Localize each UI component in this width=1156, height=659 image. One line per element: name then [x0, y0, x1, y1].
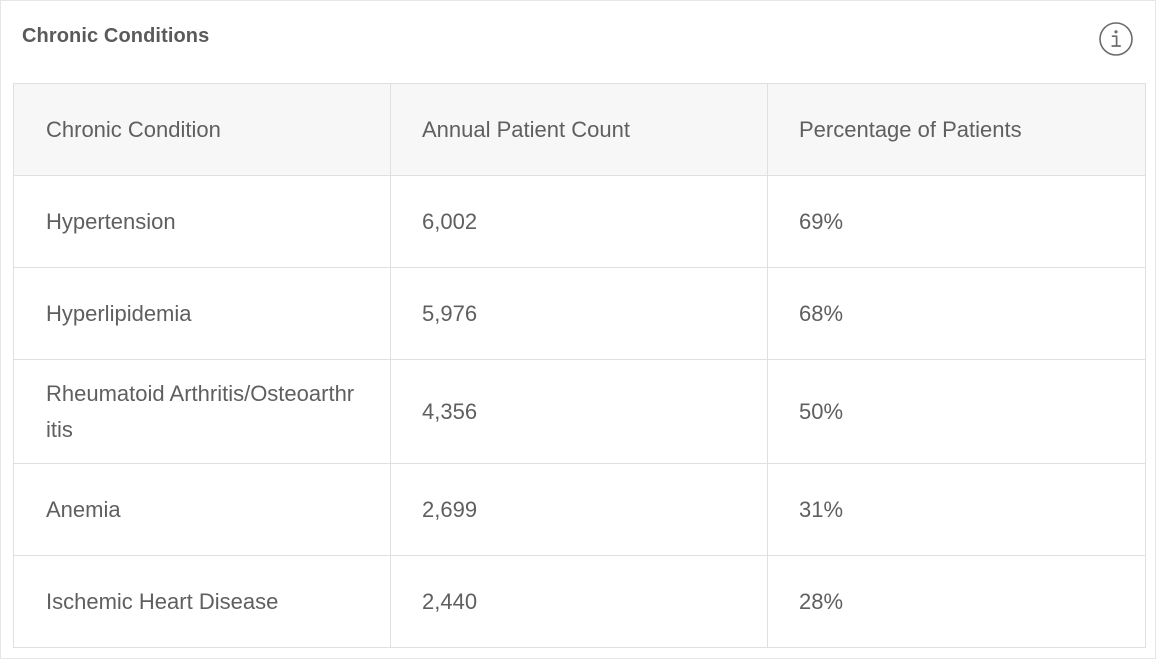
chronic-conditions-table: Chronic Condition Annual Patient Count P…: [13, 83, 1146, 648]
condition-cell: Hypertension: [13, 175, 391, 268]
percentage-cell: 28%: [767, 555, 1146, 648]
table-row: Hyperlipidemia 5,976 68%: [13, 267, 1146, 360]
column-header-annual-patient-count[interactable]: Annual Patient Count: [390, 83, 768, 176]
table-row: Anemia 2,699 31%: [13, 463, 1146, 556]
patient-count-cell: 2,699: [390, 463, 768, 556]
patient-count-cell: 5,976: [390, 267, 768, 360]
info-circle-icon[interactable]: [1099, 22, 1133, 56]
column-header-chronic-condition[interactable]: Chronic Condition: [13, 83, 391, 176]
table-row: Rheumatoid Arthritis/Osteoarthritis 4,35…: [13, 359, 1146, 464]
card-title: Chronic Conditions: [22, 25, 210, 47]
condition-cell: Ischemic Heart Disease: [13, 555, 391, 648]
column-header-percentage-of-patients[interactable]: Percentage of Patients: [767, 83, 1146, 176]
condition-cell: Hyperlipidemia: [13, 267, 391, 360]
table-row: Hypertension 6,002 69%: [13, 175, 1146, 268]
percentage-cell: 68%: [767, 267, 1146, 360]
percentage-cell: 69%: [767, 175, 1146, 268]
patient-count-cell: 2,440: [390, 555, 768, 648]
percentage-cell: 50%: [767, 359, 1146, 464]
condition-cell: Rheumatoid Arthritis/Osteoarthritis: [13, 359, 391, 464]
condition-cell: Anemia: [13, 463, 391, 556]
patient-count-cell: 6,002: [390, 175, 768, 268]
percentage-cell: 31%: [767, 463, 1146, 556]
table-row: Ischemic Heart Disease 2,440 28%: [13, 555, 1146, 648]
patient-count-cell: 4,356: [390, 359, 768, 464]
table-header-row: Chronic Condition Annual Patient Count P…: [13, 83, 1146, 176]
